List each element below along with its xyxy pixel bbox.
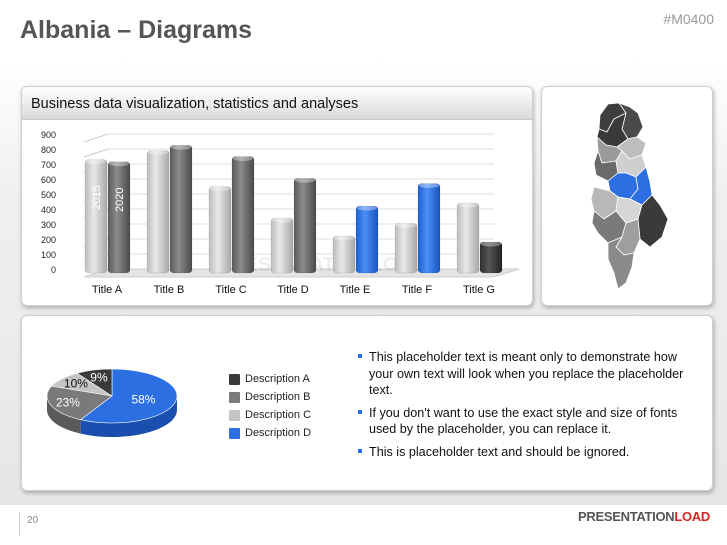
bar-title-d-2015 [270, 217, 294, 274]
bar-cap [109, 161, 129, 167]
chart-panel-header [22, 87, 532, 120]
bar-chart: PRESENTATIONLOAD 01002003004005006007008… [41, 130, 520, 296]
map-panel [541, 86, 713, 306]
brand-logo-part1: PRESENTATION [578, 509, 675, 524]
x-tick-label: Title A [92, 284, 123, 296]
pie-side-1 [47, 396, 81, 434]
bar-cap [396, 222, 416, 228]
pie-value-label: 23% [56, 396, 80, 410]
y-tick-label: 100 [41, 250, 56, 260]
legend-label-d: Description D [245, 427, 312, 439]
x-tick-label: Title B [154, 284, 185, 296]
bar-title-e-2020 [355, 205, 379, 274]
bar-title-g-2020 [479, 241, 503, 274]
x-tick-label: Title E [340, 284, 371, 296]
y-tick-label: 0 [51, 265, 56, 275]
pie-slice-description-a [76, 368, 113, 397]
brand-logo: PRESENTATIONLOAD [578, 509, 710, 524]
x-tick-label: Title G [463, 284, 495, 296]
series-label-2020: 2020 [114, 188, 126, 212]
legend-label-a: Description A [245, 373, 310, 385]
bar-title-f-2015 [394, 223, 418, 274]
pie-slice-description-b [46, 385, 113, 420]
bar-cap [86, 159, 106, 164]
pie-chart-panel: 58% 23% 10% 9% Description A Description B … [21, 315, 713, 491]
legend-label-b: Description B [245, 391, 311, 403]
legend-item-b: Description B [229, 388, 311, 406]
grid-line-diagonal [83, 148, 109, 158]
bullet-item: If you don't want to use the exact style… [358, 405, 698, 438]
bar-title-g-2015 [456, 202, 480, 274]
bar-cap [357, 205, 377, 211]
x-tick-label: Title D [277, 284, 308, 296]
legend-item-d: Description D [229, 424, 311, 442]
bar-cap [481, 241, 501, 247]
bullet-item: This is placeholder text and should be i… [358, 444, 698, 461]
bar-cap [171, 144, 191, 150]
x-tick-label: Title C [215, 284, 246, 296]
y-tick-label: 500 [41, 190, 56, 200]
pie-value-label: 10% [64, 377, 88, 391]
bar-title-d-2020 [293, 178, 317, 274]
grid-line-diagonal [83, 133, 109, 143]
bar-cap [419, 183, 439, 188]
legend-item-c: Description C [229, 406, 311, 424]
pie-chart: 58% 23% 10% 9% [46, 368, 178, 437]
bar-cap [233, 156, 253, 161]
bar-cap [210, 186, 230, 191]
pie-side-3 [80, 396, 177, 437]
y-tick-label: 900 [41, 130, 56, 140]
bar-title-f-2020 [417, 183, 441, 274]
bar-cap [458, 202, 478, 208]
page-number: 20 [27, 515, 39, 526]
bar-title-c-2015 [208, 186, 232, 274]
bar-cap [272, 217, 292, 223]
chart-title: Business data visualization, statistics … [31, 96, 359, 112]
bullet-item: This placeholder text is meant only to d… [358, 349, 698, 399]
legend-label-c: Description C [245, 409, 312, 421]
y-tick-label: 700 [41, 160, 56, 170]
legend-swatch-a [229, 373, 240, 385]
bar-title-c-2020 [231, 156, 255, 274]
bullet-list: This placeholder text is meant only to d… [358, 349, 698, 466]
y-tick-label: 800 [41, 145, 56, 155]
brand-logo-part2: LOAD [674, 509, 710, 524]
x-tick-label: Title F [402, 284, 432, 296]
legend-item-a: Description A [229, 370, 311, 388]
bar-cap [148, 150, 168, 155]
bar-title-a-2015 [84, 159, 108, 274]
pie-value-label: 58% [131, 392, 155, 406]
bar-cap [295, 177, 315, 183]
pie-value-label: 9% [90, 370, 108, 384]
legend-swatch-d [229, 427, 240, 439]
y-tick-label: 400 [41, 205, 56, 215]
bar-title-e-2015 [332, 235, 356, 274]
footer-divider [19, 512, 20, 536]
y-tick-label: 300 [41, 220, 56, 230]
bar-chart-panel: Business data visualization, statistics … [21, 86, 533, 306]
map-region-south [607, 236, 635, 290]
bar-cap [334, 235, 354, 241]
legend-swatch-c [229, 409, 240, 421]
pie-slice-description-d [79, 368, 178, 424]
bar-title-a-2020 [107, 161, 131, 274]
y-tick-label: 600 [41, 175, 56, 185]
bar-title-b-2015 [146, 150, 170, 274]
page-title: Albania – Diagrams [20, 16, 253, 44]
series-label-2015: 2015 [91, 185, 103, 209]
legend-swatch-b [229, 391, 240, 403]
albania-map-icon [590, 102, 669, 290]
bar-title-b-2020 [169, 145, 193, 274]
y-tick-label: 200 [41, 235, 56, 245]
pie-legend: Description A Description B Description … [229, 370, 311, 442]
slide-code: #M0400 [663, 11, 714, 27]
